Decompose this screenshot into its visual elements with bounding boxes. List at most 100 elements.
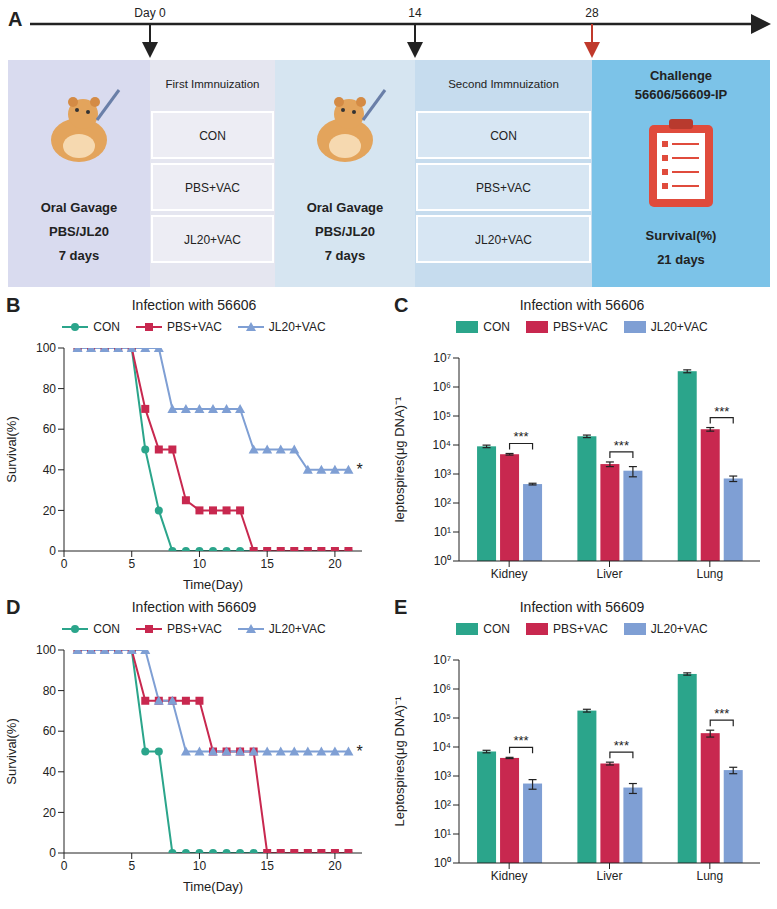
- svg-text:Lung: Lung: [696, 567, 723, 581]
- svg-text:60: 60: [43, 724, 57, 738]
- svg-text:10⁶: 10⁶: [433, 380, 451, 394]
- svg-text:PBS/JL20: PBS/JL20: [315, 224, 375, 239]
- svg-text:0: 0: [49, 544, 56, 558]
- svg-text:15: 15: [261, 557, 275, 571]
- svg-text:Leptospires(μg DNA)⁻¹: Leptospires(μg DNA)⁻¹: [392, 696, 407, 827]
- svg-text:***: ***: [614, 738, 629, 753]
- html-text:CON: CON: [483, 622, 510, 636]
- html-text:JL20+VAC: JL20+VAC: [650, 622, 708, 636]
- html-text:JL20+VAC: JL20+VAC: [650, 320, 708, 334]
- html-text:Infection with 56609: Infection with 56609: [131, 599, 257, 615]
- svg-text:***: ***: [714, 706, 729, 721]
- svg-text:leptospires(μg DNA)⁻¹: leptospires(μg DNA)⁻¹: [392, 396, 407, 522]
- svg-text:Survival(%): Survival(%): [4, 718, 19, 784]
- svg-text:10⁷: 10⁷: [433, 351, 451, 365]
- svg-text:0: 0: [61, 859, 68, 873]
- svg-text:Kidney: Kidney: [491, 567, 528, 581]
- svg-text:100: 100: [36, 643, 56, 657]
- svg-text:20: 20: [43, 806, 57, 820]
- svg-text:10¹: 10¹: [434, 827, 451, 841]
- svg-text:5: 5: [128, 557, 135, 571]
- html-text:CON: CON: [483, 320, 510, 334]
- html-text:CON: CON: [93, 320, 120, 334]
- html-text:PBS+VAC: PBS+VAC: [553, 622, 608, 636]
- svg-text:JL20+VAC: JL20+VAC: [475, 233, 532, 247]
- html-text:JL20+VAC: JL20+VAC: [268, 622, 326, 636]
- svg-text:56606/56609-IP: 56606/56609-IP: [635, 87, 728, 102]
- html-text:C: C: [394, 294, 409, 316]
- svg-text:20: 20: [328, 557, 342, 571]
- svg-text:Time(Day): Time(Day): [183, 577, 243, 592]
- svg-text:40: 40: [43, 463, 57, 477]
- svg-text:14: 14: [408, 6, 422, 20]
- svg-text:20: 20: [43, 504, 57, 518]
- html-text:PBS+VAC: PBS+VAC: [167, 622, 222, 636]
- svg-text:JL20+VAC: JL20+VAC: [184, 233, 241, 247]
- svg-text:Liver: Liver: [596, 567, 622, 581]
- svg-text:10²: 10²: [434, 798, 451, 812]
- html-text:B: B: [6, 294, 21, 316]
- svg-text:80: 80: [43, 382, 57, 396]
- svg-text:20: 20: [328, 859, 342, 873]
- svg-text:10⁷: 10⁷: [433, 653, 451, 667]
- svg-text:CON: CON: [490, 129, 517, 143]
- svg-text:7 days: 7 days: [325, 248, 365, 263]
- svg-text:10⁶: 10⁶: [433, 682, 451, 696]
- html-text:D: D: [6, 596, 21, 618]
- svg-text:*: *: [356, 743, 362, 760]
- svg-text:10¹: 10¹: [434, 525, 451, 539]
- html-text:CON: CON: [93, 622, 120, 636]
- html-text:E: E: [394, 596, 408, 618]
- svg-text:First Immnuization: First Immnuization: [166, 78, 260, 90]
- svg-text:PBS+VAC: PBS+VAC: [476, 181, 531, 195]
- svg-text:Survival(%): Survival(%): [646, 228, 717, 243]
- svg-text:28: 28: [585, 6, 599, 20]
- svg-text:60: 60: [43, 422, 57, 436]
- svg-text:10: 10: [193, 859, 207, 873]
- svg-text:Challenge: Challenge: [650, 68, 712, 83]
- html-text:Infection with 56609: Infection with 56609: [519, 599, 645, 615]
- svg-text:Second Immnuization: Second Immnuization: [448, 78, 559, 90]
- svg-text:21 days: 21 days: [657, 252, 705, 267]
- svg-text:7 days: 7 days: [59, 248, 99, 263]
- svg-text:10⁰: 10⁰: [434, 856, 451, 870]
- svg-text:10³: 10³: [434, 467, 451, 481]
- svg-text:Survival(%): Survival(%): [4, 416, 19, 482]
- svg-text:0: 0: [49, 846, 56, 860]
- svg-text:10: 10: [193, 557, 207, 571]
- svg-text:100: 100: [36, 341, 56, 355]
- html-text:Infection with 56606: Infection with 56606: [131, 297, 257, 313]
- svg-text:Oral Gavage: Oral Gavage: [307, 200, 384, 215]
- svg-text:***: ***: [513, 429, 528, 444]
- svg-text:CON: CON: [199, 129, 226, 143]
- svg-text:PBS/JL20: PBS/JL20: [49, 224, 109, 239]
- html-text:PBS+VAC: PBS+VAC: [167, 320, 222, 334]
- svg-text:10²: 10²: [434, 496, 451, 510]
- svg-text:10⁴: 10⁴: [432, 740, 451, 754]
- svg-text:Time(Day): Time(Day): [183, 879, 243, 894]
- svg-text:Liver: Liver: [596, 869, 622, 883]
- svg-text:***: ***: [513, 733, 528, 748]
- svg-text:10⁴: 10⁴: [432, 438, 451, 452]
- html-text:Infection with 56606: Infection with 56606: [519, 297, 645, 313]
- svg-text:10⁵: 10⁵: [433, 711, 451, 725]
- svg-text:Lung: Lung: [696, 869, 723, 883]
- svg-text:40: 40: [43, 765, 57, 779]
- html-text:PBS+VAC: PBS+VAC: [553, 320, 608, 334]
- svg-text:*: *: [356, 461, 362, 478]
- svg-text:Day 0: Day 0: [134, 6, 166, 20]
- svg-text:10³: 10³: [434, 769, 451, 783]
- svg-text:15: 15: [261, 859, 275, 873]
- svg-text:80: 80: [43, 684, 57, 698]
- svg-text:10⁵: 10⁵: [433, 409, 451, 423]
- svg-text:5: 5: [128, 859, 135, 873]
- svg-text:Oral Gavage: Oral Gavage: [41, 200, 118, 215]
- svg-text:0: 0: [61, 557, 68, 571]
- html-text:JL20+VAC: JL20+VAC: [268, 320, 326, 334]
- svg-text:A: A: [8, 8, 22, 30]
- svg-text:***: ***: [714, 404, 729, 419]
- svg-text:Kidney: Kidney: [491, 869, 528, 883]
- svg-text:10⁰: 10⁰: [434, 554, 451, 568]
- svg-text:PBS+VAC: PBS+VAC: [185, 181, 240, 195]
- svg-text:***: ***: [614, 438, 629, 453]
